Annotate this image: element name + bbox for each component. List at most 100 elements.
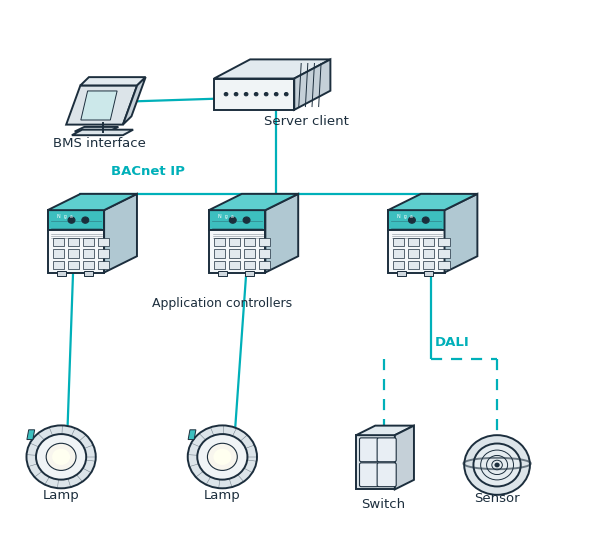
Circle shape <box>265 93 268 96</box>
FancyBboxPatch shape <box>393 261 404 269</box>
Circle shape <box>224 93 228 96</box>
Circle shape <box>409 217 415 223</box>
Polygon shape <box>397 271 406 276</box>
FancyBboxPatch shape <box>214 238 225 246</box>
FancyBboxPatch shape <box>259 250 271 258</box>
Polygon shape <box>104 194 137 272</box>
Text: DALI: DALI <box>434 336 469 349</box>
Ellipse shape <box>188 455 257 465</box>
Polygon shape <box>209 210 265 230</box>
Polygon shape <box>214 59 331 78</box>
FancyBboxPatch shape <box>393 250 404 258</box>
Text: N  g  a: N g a <box>57 214 73 219</box>
Polygon shape <box>209 194 298 210</box>
FancyBboxPatch shape <box>229 261 240 269</box>
Polygon shape <box>188 430 196 440</box>
Circle shape <box>234 93 238 96</box>
FancyBboxPatch shape <box>229 250 240 258</box>
FancyBboxPatch shape <box>377 438 396 462</box>
Polygon shape <box>84 271 93 276</box>
FancyBboxPatch shape <box>68 238 79 246</box>
Polygon shape <box>209 210 265 272</box>
FancyBboxPatch shape <box>214 250 225 258</box>
Polygon shape <box>80 77 146 86</box>
Circle shape <box>229 217 236 223</box>
FancyBboxPatch shape <box>408 238 419 246</box>
FancyBboxPatch shape <box>83 238 94 246</box>
Circle shape <box>197 434 247 480</box>
Polygon shape <box>27 430 35 440</box>
Text: Server client: Server client <box>263 115 349 128</box>
Polygon shape <box>445 194 478 272</box>
FancyBboxPatch shape <box>423 238 434 246</box>
Polygon shape <box>395 426 414 489</box>
FancyBboxPatch shape <box>244 238 256 246</box>
FancyBboxPatch shape <box>244 261 256 269</box>
FancyBboxPatch shape <box>438 250 449 258</box>
FancyBboxPatch shape <box>393 238 404 246</box>
FancyBboxPatch shape <box>98 261 109 269</box>
Ellipse shape <box>26 455 96 465</box>
Polygon shape <box>294 59 331 110</box>
FancyBboxPatch shape <box>438 238 449 246</box>
Polygon shape <box>66 86 137 125</box>
Polygon shape <box>388 210 445 272</box>
Circle shape <box>188 426 257 488</box>
Text: Lamp: Lamp <box>204 489 241 502</box>
FancyBboxPatch shape <box>438 261 449 269</box>
Text: Switch: Switch <box>362 498 406 511</box>
Circle shape <box>464 435 530 495</box>
Polygon shape <box>424 271 433 276</box>
FancyBboxPatch shape <box>244 250 256 258</box>
Circle shape <box>422 217 429 223</box>
Circle shape <box>208 443 237 470</box>
Polygon shape <box>47 194 137 210</box>
FancyBboxPatch shape <box>53 238 64 246</box>
Polygon shape <box>245 271 254 276</box>
Circle shape <box>254 93 258 96</box>
Circle shape <box>214 449 232 465</box>
FancyBboxPatch shape <box>214 261 225 269</box>
FancyBboxPatch shape <box>408 250 419 258</box>
Text: BMS interface: BMS interface <box>53 137 146 150</box>
Polygon shape <box>47 210 104 230</box>
Polygon shape <box>47 210 104 272</box>
Text: Lamp: Lamp <box>43 489 79 502</box>
FancyBboxPatch shape <box>83 261 94 269</box>
Polygon shape <box>265 194 298 272</box>
FancyBboxPatch shape <box>259 238 271 246</box>
FancyBboxPatch shape <box>98 250 109 258</box>
Circle shape <box>284 93 288 96</box>
FancyBboxPatch shape <box>98 238 109 246</box>
Polygon shape <box>74 127 118 131</box>
Polygon shape <box>218 271 227 276</box>
Circle shape <box>36 434 86 480</box>
FancyBboxPatch shape <box>377 463 396 487</box>
Circle shape <box>473 444 521 487</box>
FancyBboxPatch shape <box>259 261 271 269</box>
Polygon shape <box>214 78 294 110</box>
FancyBboxPatch shape <box>83 250 94 258</box>
FancyBboxPatch shape <box>53 261 64 269</box>
Circle shape <box>243 217 250 223</box>
Polygon shape <box>123 77 146 125</box>
FancyBboxPatch shape <box>423 250 434 258</box>
Circle shape <box>68 217 75 223</box>
FancyBboxPatch shape <box>423 261 434 269</box>
Polygon shape <box>72 130 133 135</box>
Polygon shape <box>356 426 414 435</box>
Text: Sensor: Sensor <box>474 492 520 505</box>
FancyBboxPatch shape <box>229 238 240 246</box>
Text: N  g  a: N g a <box>397 214 413 219</box>
FancyBboxPatch shape <box>359 438 379 462</box>
Polygon shape <box>356 435 395 489</box>
Polygon shape <box>388 194 478 210</box>
Polygon shape <box>388 210 445 230</box>
Circle shape <box>52 449 70 465</box>
FancyBboxPatch shape <box>359 463 379 487</box>
Circle shape <box>46 443 76 470</box>
Text: N  g  a: N g a <box>218 214 234 219</box>
Polygon shape <box>57 271 66 276</box>
Text: Application controllers: Application controllers <box>152 297 292 310</box>
FancyBboxPatch shape <box>53 250 64 258</box>
